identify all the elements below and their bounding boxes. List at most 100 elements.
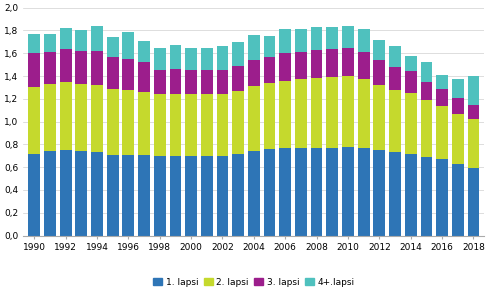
Bar xyxy=(342,147,354,236)
Bar xyxy=(295,148,307,236)
Bar xyxy=(138,155,150,236)
Legend: 1. lapsi, 2. lapsi, 3. lapsi, 4+.lapsi: 1. lapsi, 2. lapsi, 3. lapsi, 4+.lapsi xyxy=(149,274,358,291)
Bar xyxy=(201,47,213,70)
Bar xyxy=(405,56,416,72)
Bar xyxy=(44,151,56,236)
Bar xyxy=(248,86,260,151)
Bar xyxy=(169,69,181,94)
Bar xyxy=(91,85,103,153)
Bar xyxy=(467,119,479,168)
Bar xyxy=(467,76,479,104)
Bar xyxy=(138,41,150,62)
Bar xyxy=(279,53,291,81)
Bar xyxy=(107,57,118,88)
Bar xyxy=(60,28,72,49)
Bar xyxy=(279,81,291,148)
Bar xyxy=(374,60,385,85)
Bar xyxy=(217,47,228,70)
Bar xyxy=(279,148,291,236)
Bar xyxy=(311,50,323,78)
Bar xyxy=(122,59,134,90)
Bar xyxy=(91,153,103,236)
Bar xyxy=(327,77,338,148)
Bar xyxy=(327,27,338,49)
Bar xyxy=(154,47,165,70)
Bar xyxy=(374,85,385,150)
Bar xyxy=(91,51,103,85)
Bar xyxy=(169,45,181,69)
Bar xyxy=(28,153,40,236)
Bar xyxy=(327,49,338,77)
Bar xyxy=(138,92,150,155)
Bar xyxy=(374,40,385,60)
Bar xyxy=(107,88,118,155)
Bar xyxy=(217,70,228,94)
Bar xyxy=(122,32,134,59)
Bar xyxy=(91,26,103,51)
Bar xyxy=(60,150,72,236)
Bar xyxy=(358,79,370,148)
Bar xyxy=(122,90,134,155)
Bar xyxy=(342,47,354,76)
Bar xyxy=(201,156,213,236)
Bar xyxy=(264,36,275,57)
Bar xyxy=(44,34,56,52)
Bar xyxy=(342,76,354,147)
Bar xyxy=(232,153,244,236)
Bar xyxy=(217,94,228,156)
Bar xyxy=(201,70,213,94)
Bar xyxy=(405,153,416,236)
Bar xyxy=(60,82,72,150)
Bar xyxy=(264,57,275,83)
Bar xyxy=(28,34,40,53)
Bar xyxy=(28,53,40,88)
Bar xyxy=(295,52,307,79)
Bar xyxy=(295,29,307,52)
Bar xyxy=(327,148,338,236)
Bar xyxy=(389,153,401,236)
Bar xyxy=(76,31,87,51)
Bar xyxy=(420,100,432,157)
Bar xyxy=(232,91,244,153)
Bar xyxy=(154,70,165,94)
Bar xyxy=(232,42,244,66)
Bar xyxy=(358,148,370,236)
Bar xyxy=(28,88,40,153)
Bar xyxy=(169,156,181,236)
Bar xyxy=(311,78,323,148)
Bar xyxy=(201,94,213,156)
Bar xyxy=(405,93,416,153)
Bar xyxy=(452,79,464,98)
Bar xyxy=(436,88,448,106)
Bar xyxy=(122,155,134,236)
Bar xyxy=(76,84,87,151)
Bar xyxy=(76,51,87,84)
Bar xyxy=(248,60,260,86)
Bar xyxy=(264,149,275,236)
Bar xyxy=(154,94,165,156)
Bar xyxy=(452,164,464,236)
Bar xyxy=(467,168,479,236)
Bar xyxy=(358,29,370,52)
Bar xyxy=(185,70,197,94)
Bar xyxy=(452,98,464,114)
Bar xyxy=(185,47,197,70)
Bar xyxy=(169,94,181,156)
Bar xyxy=(217,156,228,236)
Bar xyxy=(154,156,165,236)
Bar xyxy=(44,84,56,151)
Bar xyxy=(44,52,56,84)
Bar xyxy=(107,155,118,236)
Bar xyxy=(248,151,260,236)
Bar xyxy=(436,106,448,159)
Bar xyxy=(232,66,244,91)
Bar xyxy=(107,37,118,57)
Bar xyxy=(374,150,385,236)
Bar xyxy=(405,72,416,93)
Bar xyxy=(311,148,323,236)
Bar xyxy=(264,83,275,149)
Bar xyxy=(389,90,401,153)
Bar xyxy=(138,62,150,92)
Bar xyxy=(420,62,432,82)
Bar xyxy=(295,79,307,148)
